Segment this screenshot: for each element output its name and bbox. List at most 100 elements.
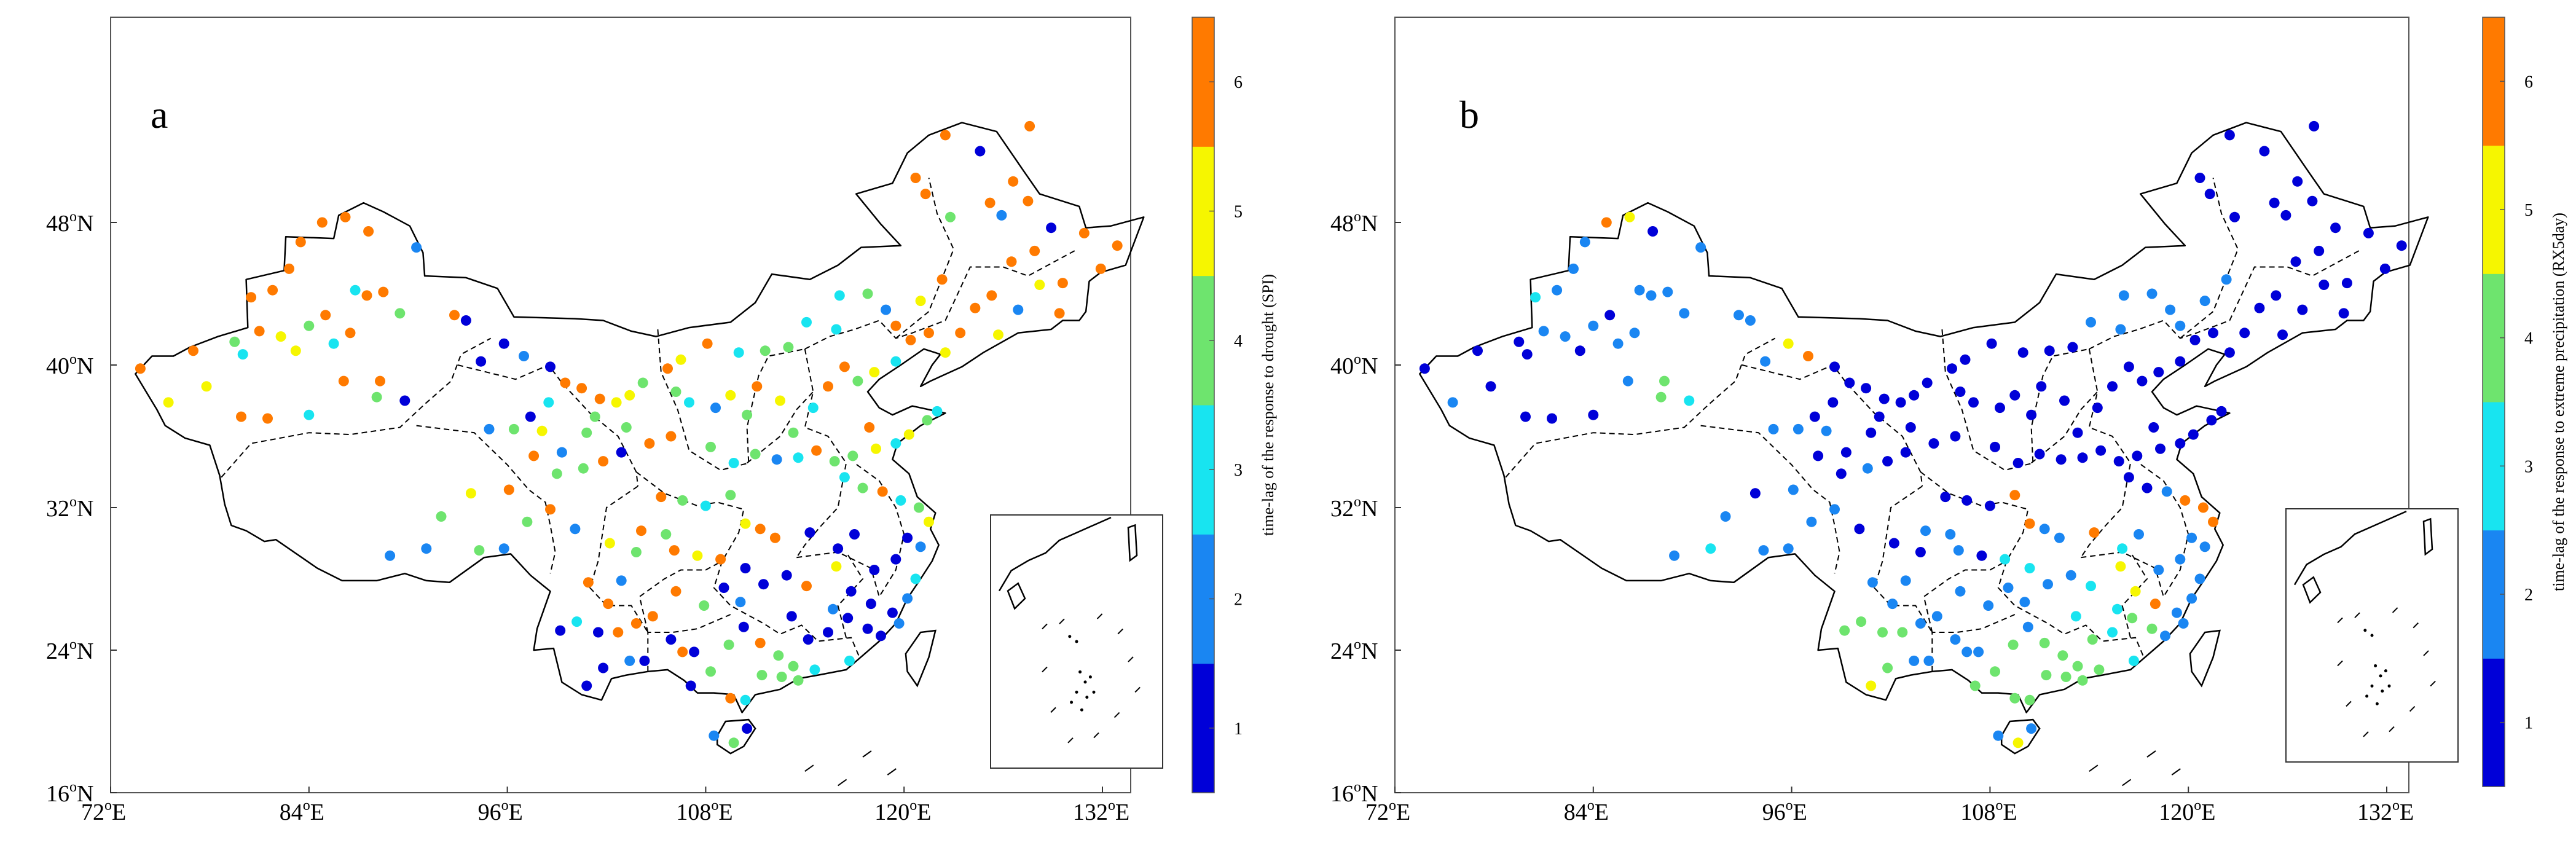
station-point <box>829 456 840 467</box>
y-tick-label: 32oN <box>46 494 93 522</box>
station-point <box>2224 130 2235 141</box>
station-point <box>613 627 624 638</box>
station-point <box>503 484 514 495</box>
station-point <box>890 438 901 449</box>
station-point <box>1945 529 1956 540</box>
station-point <box>616 447 627 458</box>
station-point <box>975 146 986 157</box>
station-point <box>2396 240 2407 251</box>
station-point <box>2112 603 2122 615</box>
station-point <box>728 458 739 468</box>
station-point <box>363 226 374 237</box>
coastal-islands <box>2000 629 2221 787</box>
station-point <box>2060 672 2071 682</box>
station-point <box>290 345 301 356</box>
hainan-island <box>716 718 756 755</box>
station-point <box>2194 173 2205 183</box>
station-point <box>1973 646 1984 658</box>
station-point <box>2113 456 2124 467</box>
station-point <box>2290 256 2301 267</box>
station-point <box>2134 529 2144 540</box>
station-point <box>2123 472 2134 483</box>
station-point <box>2239 328 2250 339</box>
station-point <box>340 211 351 222</box>
station-point <box>2127 613 2138 624</box>
panel-letter: b <box>1459 93 1479 136</box>
station-point <box>773 650 784 661</box>
station-point <box>922 415 933 426</box>
station-point <box>267 285 278 296</box>
station-point <box>1024 120 1035 132</box>
station-point <box>689 646 700 658</box>
colorbar-tick-label: 2 <box>2524 586 2533 605</box>
station-point <box>2330 222 2341 234</box>
station-point <box>163 397 174 408</box>
station-point <box>1821 425 1832 436</box>
station-point <box>1095 263 1106 274</box>
station-point <box>864 422 875 433</box>
station-point <box>2054 532 2065 543</box>
station-point <box>1867 577 1878 588</box>
station-point <box>862 623 873 634</box>
station-point <box>2171 607 2182 618</box>
station-point <box>760 345 771 356</box>
station-point <box>1960 354 1971 365</box>
station-point <box>1905 422 1916 433</box>
station-point <box>670 586 681 597</box>
station-point <box>661 529 672 540</box>
station-point <box>932 406 943 417</box>
x-tick-label: 84oE <box>280 798 324 825</box>
station-point <box>955 328 966 339</box>
taiwan-island <box>2189 629 2221 688</box>
station-point <box>583 577 594 588</box>
panel-a: 72oE 84oE 96oE 108oE 120oE 132oE 16oN 24oN 32oN 4… <box>46 17 1277 825</box>
station-point <box>1659 375 1670 387</box>
station-points <box>1419 120 2407 748</box>
station-point <box>624 655 635 666</box>
station-point <box>1895 397 1906 408</box>
x-tick-label: 108oE <box>676 798 732 825</box>
x-tick-label: 120oE <box>2159 798 2215 825</box>
station-point <box>1984 500 1995 511</box>
station-point <box>2041 670 2052 681</box>
colorbar-tick-label: 3 <box>2524 457 2533 476</box>
station-point <box>913 502 924 513</box>
station-point <box>881 304 892 315</box>
colorbar-title: time-lag of the response to drought (SPI… <box>1259 274 1277 536</box>
map-frame <box>1394 17 2409 793</box>
station-point <box>304 320 315 331</box>
x-tick-label: 96oE <box>478 798 523 825</box>
station-point <box>1006 256 1017 267</box>
station-point <box>940 347 951 358</box>
station-point <box>2204 189 2215 200</box>
station-point <box>1768 423 1779 434</box>
station-point <box>1646 290 1657 301</box>
station-point <box>2175 356 2186 367</box>
station-point <box>611 397 622 408</box>
station-point <box>1758 545 1769 556</box>
x-tick-label: 96oE <box>1762 798 1807 825</box>
station-point <box>1909 655 1920 666</box>
station-point <box>910 573 921 584</box>
station-point <box>1046 222 1057 234</box>
station-point <box>1008 176 1019 187</box>
station-point <box>1922 377 1933 388</box>
station-point <box>604 538 615 549</box>
province-borders <box>1505 178 2363 672</box>
station-point <box>474 545 485 556</box>
station-point <box>839 361 850 372</box>
station-point <box>536 425 548 436</box>
station-point <box>1990 441 2000 452</box>
station-point <box>1879 393 1890 404</box>
station-point <box>2008 639 2019 650</box>
station-point <box>803 634 814 645</box>
station-point <box>902 593 913 604</box>
taiwan-island <box>905 629 937 688</box>
station-point <box>1447 397 1458 408</box>
station-point <box>876 630 886 642</box>
station-point <box>2150 599 2161 610</box>
station-point <box>1568 263 1579 274</box>
station-point <box>1514 336 1525 347</box>
station-point <box>1806 516 1817 527</box>
station-point <box>2175 320 2186 331</box>
